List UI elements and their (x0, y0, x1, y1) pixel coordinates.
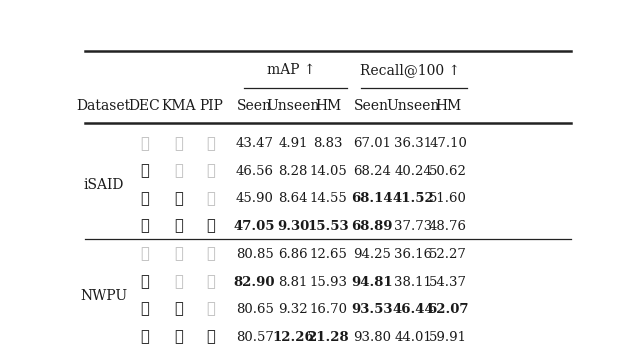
Text: 68.24: 68.24 (353, 165, 390, 178)
Text: 68.89: 68.89 (351, 220, 392, 233)
Text: 51.60: 51.60 (429, 192, 467, 205)
Text: 45.90: 45.90 (236, 192, 273, 205)
Text: 80.65: 80.65 (236, 303, 273, 316)
Text: 47.10: 47.10 (429, 137, 467, 150)
Text: 12.65: 12.65 (309, 248, 347, 261)
Text: HM: HM (315, 99, 341, 113)
Text: ✗: ✗ (140, 137, 149, 151)
Text: 59.91: 59.91 (429, 331, 467, 344)
Text: NWPU: NWPU (80, 289, 127, 303)
Text: 93.80: 93.80 (353, 331, 390, 344)
Text: ✗: ✗ (207, 303, 215, 317)
Text: 8.83: 8.83 (313, 137, 343, 150)
Text: 43.47: 43.47 (236, 137, 273, 150)
Text: 44.01: 44.01 (394, 331, 432, 344)
Text: ✗: ✗ (174, 248, 182, 262)
Text: 21.28: 21.28 (307, 331, 349, 344)
Text: ✓: ✓ (140, 303, 149, 317)
Text: 52.27: 52.27 (429, 248, 467, 261)
Text: Seen: Seen (237, 99, 272, 113)
Text: 80.57: 80.57 (236, 331, 273, 344)
Text: ✓: ✓ (140, 219, 149, 233)
Text: ✗: ✗ (174, 275, 182, 289)
Text: Unseen: Unseen (387, 99, 440, 113)
Text: ✗: ✗ (207, 275, 215, 289)
Text: DEC: DEC (129, 99, 161, 113)
Text: ✗: ✗ (207, 164, 215, 178)
Text: Seen: Seen (354, 99, 389, 113)
Text: 6.86: 6.86 (278, 248, 308, 261)
Text: ✗: ✗ (140, 248, 149, 262)
Text: 16.70: 16.70 (309, 303, 347, 316)
Text: Recall@100 ↑: Recall@100 ↑ (360, 63, 460, 77)
Text: iSAID: iSAID (84, 178, 124, 192)
Text: 93.53: 93.53 (351, 303, 392, 316)
Text: ✓: ✓ (140, 192, 149, 206)
Text: 15.93: 15.93 (309, 276, 347, 289)
Text: 9.32: 9.32 (278, 303, 308, 316)
Text: 8.28: 8.28 (278, 165, 308, 178)
Text: 82.90: 82.90 (234, 276, 275, 289)
Text: 47.05: 47.05 (234, 220, 275, 233)
Text: 8.64: 8.64 (278, 192, 308, 205)
Text: ✗: ✗ (207, 137, 215, 151)
Text: 15.53: 15.53 (307, 220, 349, 233)
Text: ✗: ✗ (174, 164, 182, 178)
Text: 36.31: 36.31 (394, 137, 433, 150)
Text: 67.01: 67.01 (353, 137, 390, 150)
Text: 8.81: 8.81 (278, 276, 308, 289)
Text: ✓: ✓ (174, 303, 182, 317)
Text: 48.76: 48.76 (429, 220, 467, 233)
Text: KMA: KMA (161, 99, 195, 113)
Text: 37.73: 37.73 (394, 220, 433, 233)
Text: 36.16: 36.16 (394, 248, 433, 261)
Text: 40.24: 40.24 (394, 165, 432, 178)
Text: 50.62: 50.62 (429, 165, 467, 178)
Text: ✓: ✓ (140, 164, 149, 178)
Text: Dataset: Dataset (77, 99, 131, 113)
Text: ✓: ✓ (140, 275, 149, 289)
Text: ✗: ✗ (207, 248, 215, 262)
Text: 80.85: 80.85 (236, 248, 273, 261)
Text: 68.14: 68.14 (351, 192, 392, 205)
Text: 54.37: 54.37 (429, 276, 467, 289)
Text: 94.25: 94.25 (353, 248, 390, 261)
Text: ✓: ✓ (174, 219, 182, 233)
Text: ✗: ✗ (174, 137, 182, 151)
Text: 9.30: 9.30 (277, 220, 309, 233)
Text: ✓: ✓ (174, 330, 182, 344)
Text: 14.55: 14.55 (309, 192, 347, 205)
Text: 62.07: 62.07 (428, 303, 468, 316)
Text: HM: HM (435, 99, 461, 113)
Text: mAP ↑: mAP ↑ (267, 63, 316, 77)
Text: ✓: ✓ (174, 192, 182, 206)
Text: 4.91: 4.91 (278, 137, 308, 150)
Text: 46.44: 46.44 (392, 303, 434, 316)
Text: 94.81: 94.81 (351, 276, 392, 289)
Text: 12.26: 12.26 (273, 331, 314, 344)
Text: 14.05: 14.05 (309, 165, 347, 178)
Text: 46.56: 46.56 (236, 165, 273, 178)
Text: ✗: ✗ (207, 192, 215, 206)
Text: 41.52: 41.52 (392, 192, 434, 205)
Text: ✓: ✓ (207, 330, 215, 344)
Text: 38.11: 38.11 (394, 276, 432, 289)
Text: Unseen: Unseen (267, 99, 320, 113)
Text: ✓: ✓ (207, 219, 215, 233)
Text: PIP: PIP (199, 99, 223, 113)
Text: ✓: ✓ (140, 330, 149, 344)
